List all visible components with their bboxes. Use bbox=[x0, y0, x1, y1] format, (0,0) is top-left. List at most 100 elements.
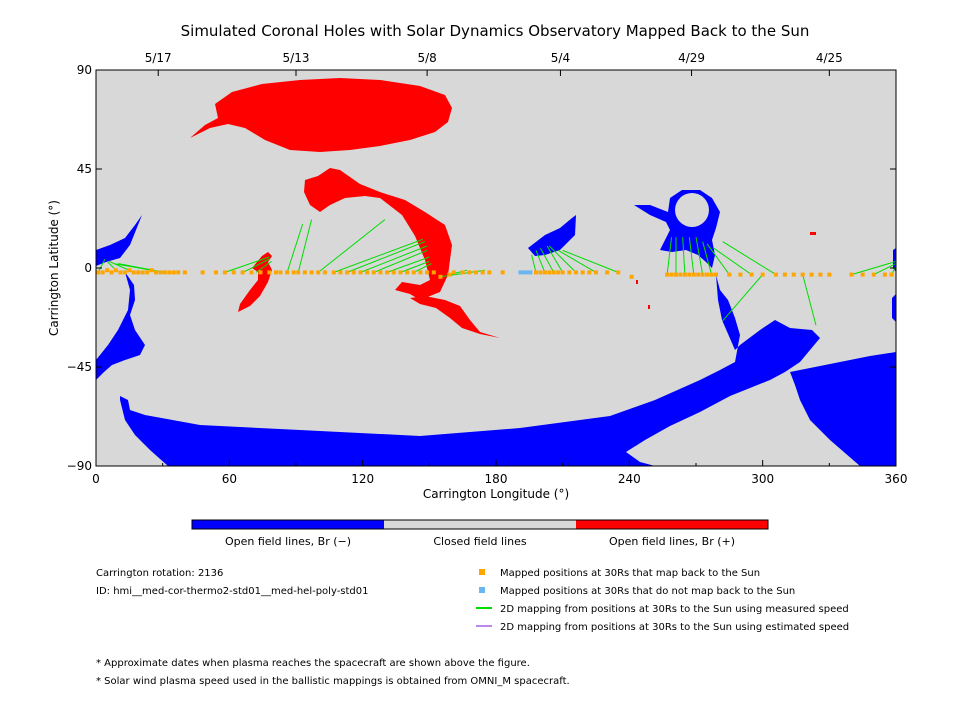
measured-mapping-line bbox=[562, 249, 619, 273]
legend-measured-label: 2D mapping from positions at 30Rs to the… bbox=[500, 604, 849, 615]
legend-estimated-label: 2D mapping from positions at 30Rs to the… bbox=[500, 622, 849, 633]
axes bbox=[95, 69, 897, 467]
mapped-point bbox=[378, 270, 383, 275]
mapped-point bbox=[727, 272, 732, 277]
legend: Mapped positions at 30Rs that map back t… bbox=[476, 568, 849, 633]
mapped-point bbox=[118, 270, 123, 275]
mapped-point bbox=[487, 270, 492, 275]
mapped-point bbox=[669, 272, 674, 277]
mapped-point bbox=[140, 270, 145, 275]
mapped-point bbox=[114, 268, 118, 273]
unmapped-point bbox=[527, 270, 533, 275]
mapped-point bbox=[889, 272, 894, 277]
measured-mapping-line bbox=[873, 263, 897, 276]
mapped-point bbox=[451, 270, 456, 275]
mapped-point bbox=[109, 270, 114, 275]
measured-mapping-line bbox=[317, 219, 386, 273]
mapped-point bbox=[358, 270, 363, 275]
mapped-point bbox=[587, 270, 592, 275]
mapped-point bbox=[145, 270, 150, 275]
left-edge-hole bbox=[96, 215, 142, 266]
mapped-point bbox=[158, 270, 163, 275]
mapped-point bbox=[258, 270, 263, 275]
date-tick-label: 5/8 bbox=[417, 51, 436, 65]
mapped-point bbox=[818, 272, 823, 277]
measured-mapping-line bbox=[548, 245, 577, 273]
right-edge-hole-lower bbox=[892, 294, 896, 322]
mapped-point bbox=[738, 272, 743, 277]
mapped-point bbox=[538, 270, 543, 275]
mapped-point bbox=[791, 272, 796, 277]
mapped-point bbox=[105, 268, 110, 273]
measured-mapping-line bbox=[297, 219, 313, 273]
mapped-point bbox=[882, 272, 887, 277]
mapped-point bbox=[345, 270, 350, 275]
mapped-point bbox=[240, 270, 245, 275]
measured-mapping-line bbox=[713, 247, 752, 276]
mapped-point bbox=[760, 272, 765, 277]
measured-mapping-line bbox=[386, 256, 430, 273]
mapped-point bbox=[385, 270, 390, 275]
mapped-point bbox=[678, 272, 683, 277]
mapped-point bbox=[714, 272, 718, 277]
mapped-point bbox=[616, 270, 621, 275]
mapped-point bbox=[331, 270, 336, 275]
measured-mapping-line bbox=[224, 256, 270, 273]
mapped-points-layer bbox=[96, 268, 894, 279]
unmapped-point bbox=[522, 270, 528, 275]
measured-mapping-line bbox=[360, 245, 428, 273]
measured-mapping-line bbox=[722, 241, 777, 276]
unmapped-point bbox=[518, 270, 524, 275]
mapped-point bbox=[182, 270, 187, 275]
mapped-point bbox=[749, 272, 754, 277]
measured-mapping-line bbox=[688, 237, 695, 275]
date-tick-label: 5/13 bbox=[283, 51, 310, 65]
colorbar-frame bbox=[191, 519, 769, 530]
measured-mapping-line bbox=[531, 254, 537, 273]
mapped-point bbox=[774, 272, 778, 277]
x-tick-label: 0 bbox=[92, 472, 100, 486]
y-tick-label: 90 bbox=[77, 63, 92, 77]
y-tick-label: 0 bbox=[84, 261, 92, 275]
central-hole bbox=[304, 168, 452, 300]
x-tick-label: 360 bbox=[885, 472, 908, 486]
mapped-point bbox=[302, 270, 307, 275]
date-tick-label: 5/4 bbox=[551, 51, 570, 65]
mapped-point bbox=[222, 270, 227, 275]
mapped-point bbox=[460, 270, 465, 275]
mapped-point bbox=[278, 270, 283, 275]
mapped-point bbox=[809, 272, 814, 277]
mapped-point bbox=[551, 270, 556, 275]
mapped-point bbox=[171, 270, 176, 275]
colorbar-positive-label: Open field lines, Br (+) bbox=[609, 535, 735, 548]
mapped-point bbox=[391, 270, 396, 275]
north-polar-hole bbox=[190, 78, 452, 152]
mapped-point bbox=[127, 268, 132, 273]
legend-mapped-label: Mapped positions at 30Rs that map back t… bbox=[500, 568, 760, 579]
mapped-point bbox=[665, 272, 670, 277]
carrington-rotation: Carrington rotation: 2136 bbox=[96, 568, 223, 579]
mapped-point bbox=[149, 268, 154, 273]
mapped-point bbox=[418, 270, 423, 275]
date-tick-label: 5/17 bbox=[145, 51, 172, 65]
date-tick-label: 4/29 bbox=[678, 51, 705, 65]
mapped-point bbox=[167, 270, 172, 275]
mapped-point bbox=[534, 270, 538, 275]
y-tick-label: −90 bbox=[67, 459, 92, 473]
x-tick-label: 240 bbox=[618, 472, 641, 486]
mapped-point bbox=[136, 270, 141, 275]
mapped-point bbox=[556, 270, 561, 275]
mapped-point bbox=[100, 270, 105, 275]
south-polar-hole-right bbox=[790, 352, 896, 466]
legend-unmapped-marker bbox=[479, 587, 485, 593]
left-lower-hole bbox=[96, 272, 145, 380]
mapped-point bbox=[438, 274, 443, 279]
mapped-point bbox=[500, 270, 505, 275]
legend-unmapped-label: Mapped positions at 30Rs that do not map… bbox=[500, 586, 795, 597]
mapped-point bbox=[338, 270, 343, 275]
measured-mapping-line bbox=[535, 250, 546, 273]
footnote-dates: * Approximate dates when plasma reaches … bbox=[96, 658, 530, 669]
measured-mapping-line bbox=[682, 237, 686, 275]
measured-lines-layer bbox=[97, 219, 897, 326]
measured-mapping-line bbox=[413, 263, 432, 273]
